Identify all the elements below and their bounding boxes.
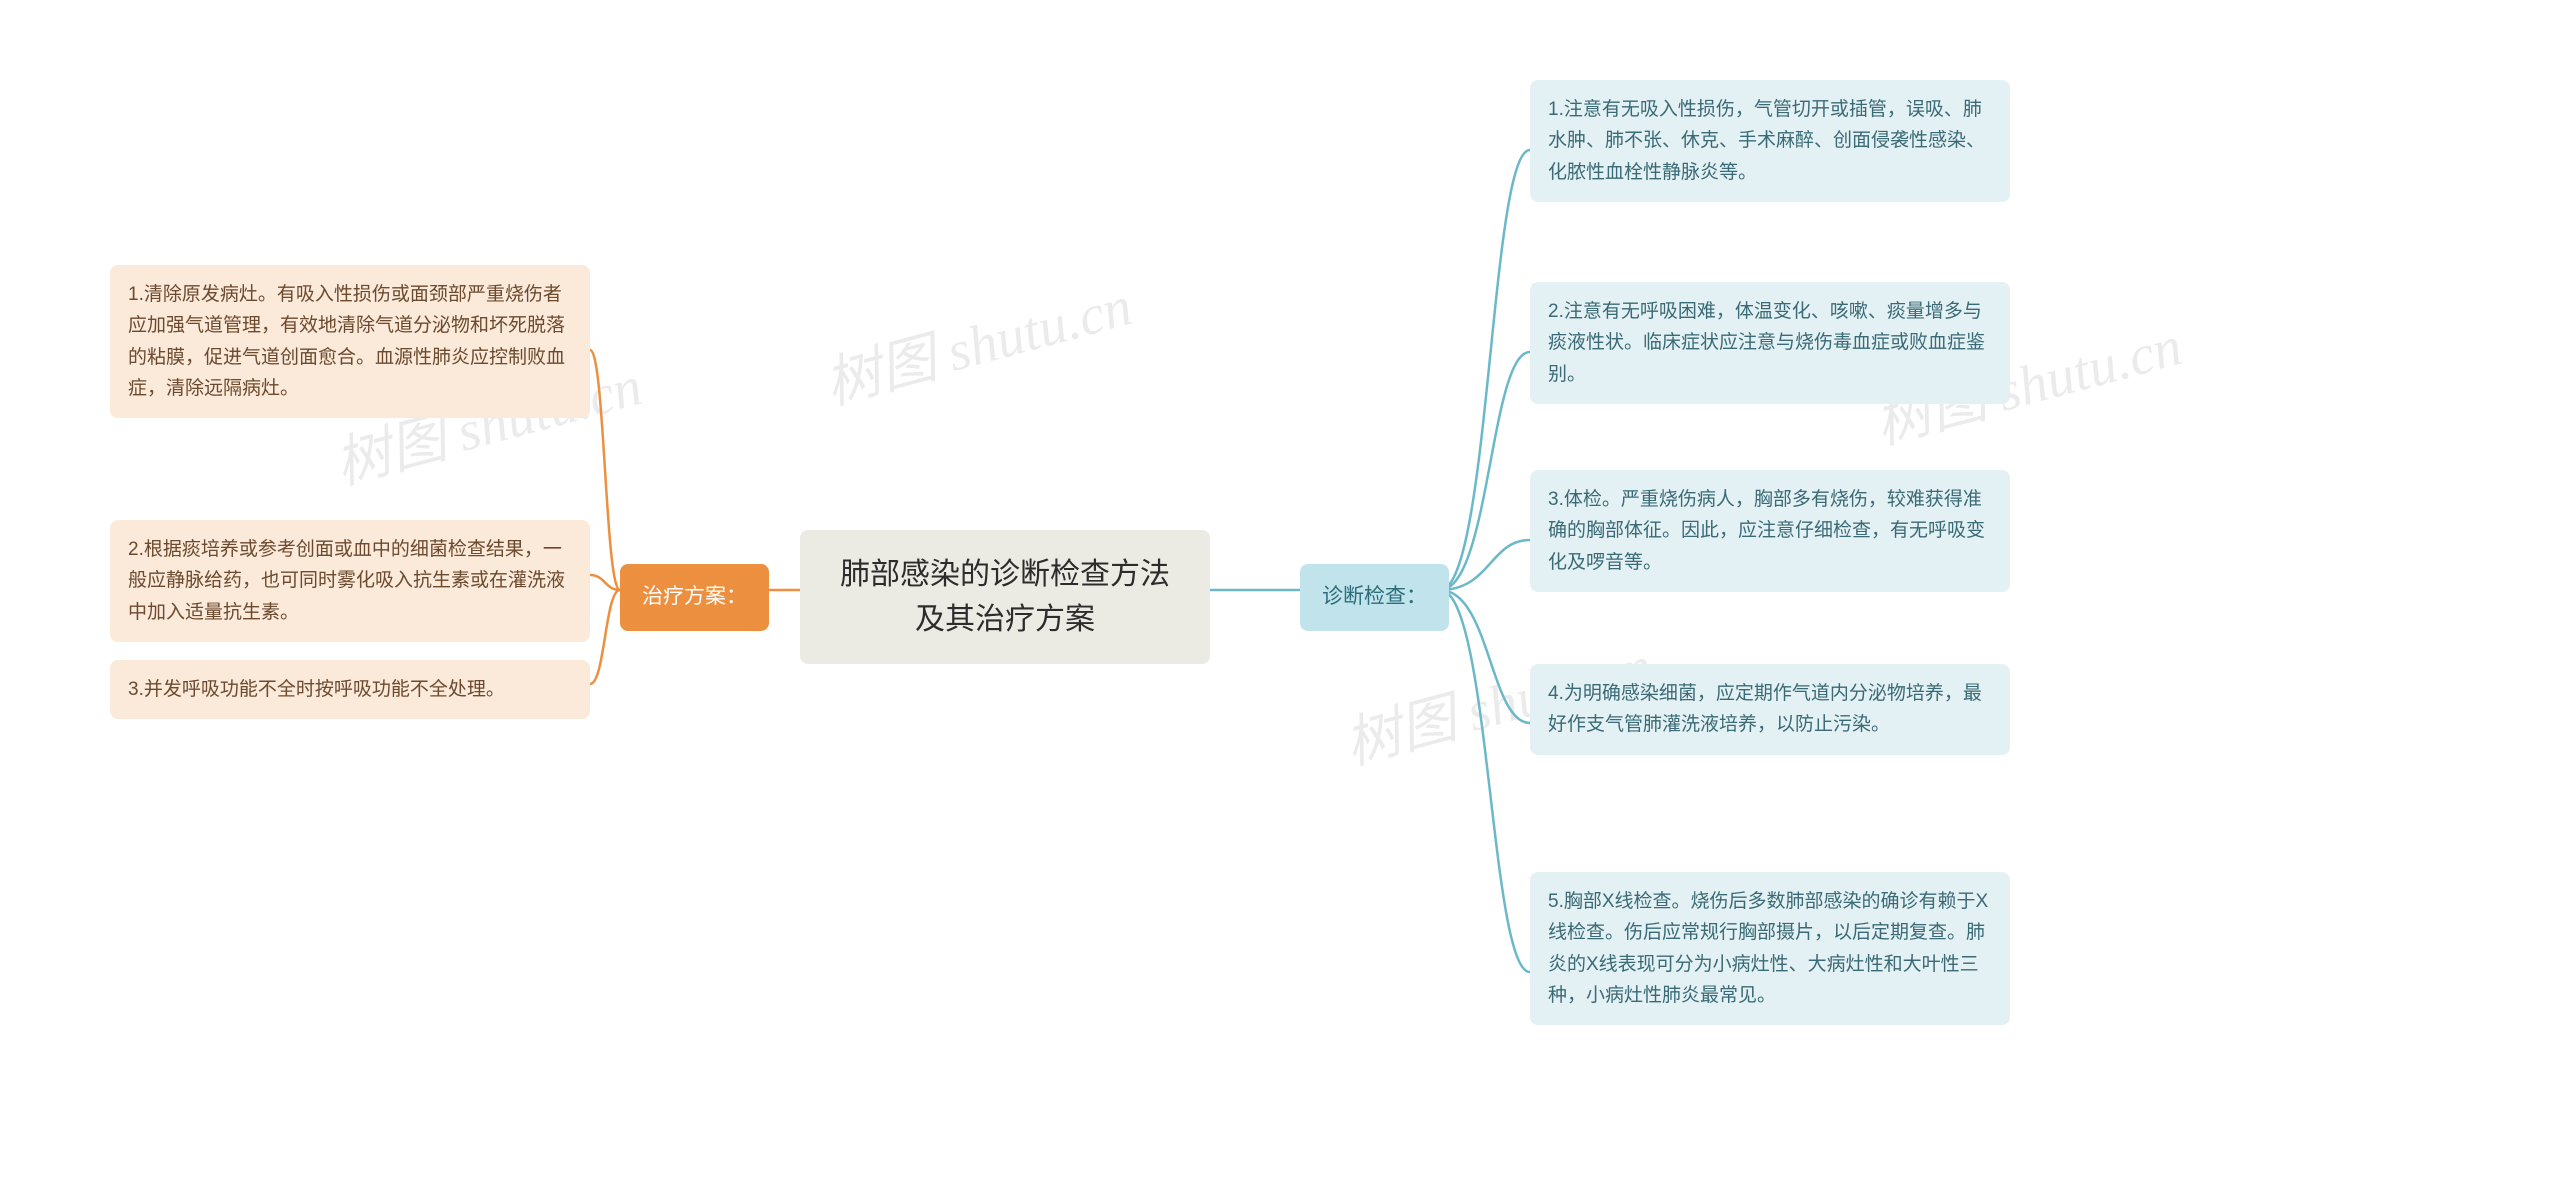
branch-treatment: 治疗方案： xyxy=(620,564,769,631)
leaf-diagnosis-3: 3.体检。严重烧伤病人，胸部多有烧伤，较难获得准确的胸部体征。因此，应注意仔细检… xyxy=(1530,470,2010,592)
root-title-line1: 肺部感染的诊断检查方法 xyxy=(830,552,1180,597)
root-title-line2: 及其治疗方案 xyxy=(830,597,1180,642)
leaf-treatment-2: 2.根据痰培养或参考创面或血中的细菌检查结果，一般应静脉给药，也可同时雾化吸入抗… xyxy=(110,520,590,642)
branch-diagnosis: 诊断检查： xyxy=(1300,564,1449,631)
leaf-diagnosis-4: 4.为明确感染细菌，应定期作气道内分泌物培养，最好作支气管肺灌洗液培养，以防止污… xyxy=(1530,664,2010,755)
leaf-treatment-3: 3.并发呼吸功能不全时按呼吸功能不全处理。 xyxy=(110,660,590,719)
leaf-diagnosis-1: 1.注意有无吸入性损伤，气管切开或插管，误吸、肺水肿、肺不张、休克、手术麻醉、创… xyxy=(1530,80,2010,202)
leaf-diagnosis-2: 2.注意有无呼吸困难，体温变化、咳嗽、痰量增多与痰液性状。临床症状应注意与烧伤毒… xyxy=(1530,282,2010,404)
leaf-diagnosis-5: 5.胸部X线检查。烧伤后多数肺部感染的确诊有赖于X线检查。伤后应常规行胸部摄片，… xyxy=(1530,872,2010,1025)
watermark: 树图 shutu.cn xyxy=(815,261,1139,421)
leaf-treatment-1: 1.清除原发病灶。有吸入性损伤或面颈部严重烧伤者应加强气道管理，有效地清除气道分… xyxy=(110,265,590,418)
root-node: 肺部感染的诊断检查方法 及其治疗方案 xyxy=(800,530,1210,664)
